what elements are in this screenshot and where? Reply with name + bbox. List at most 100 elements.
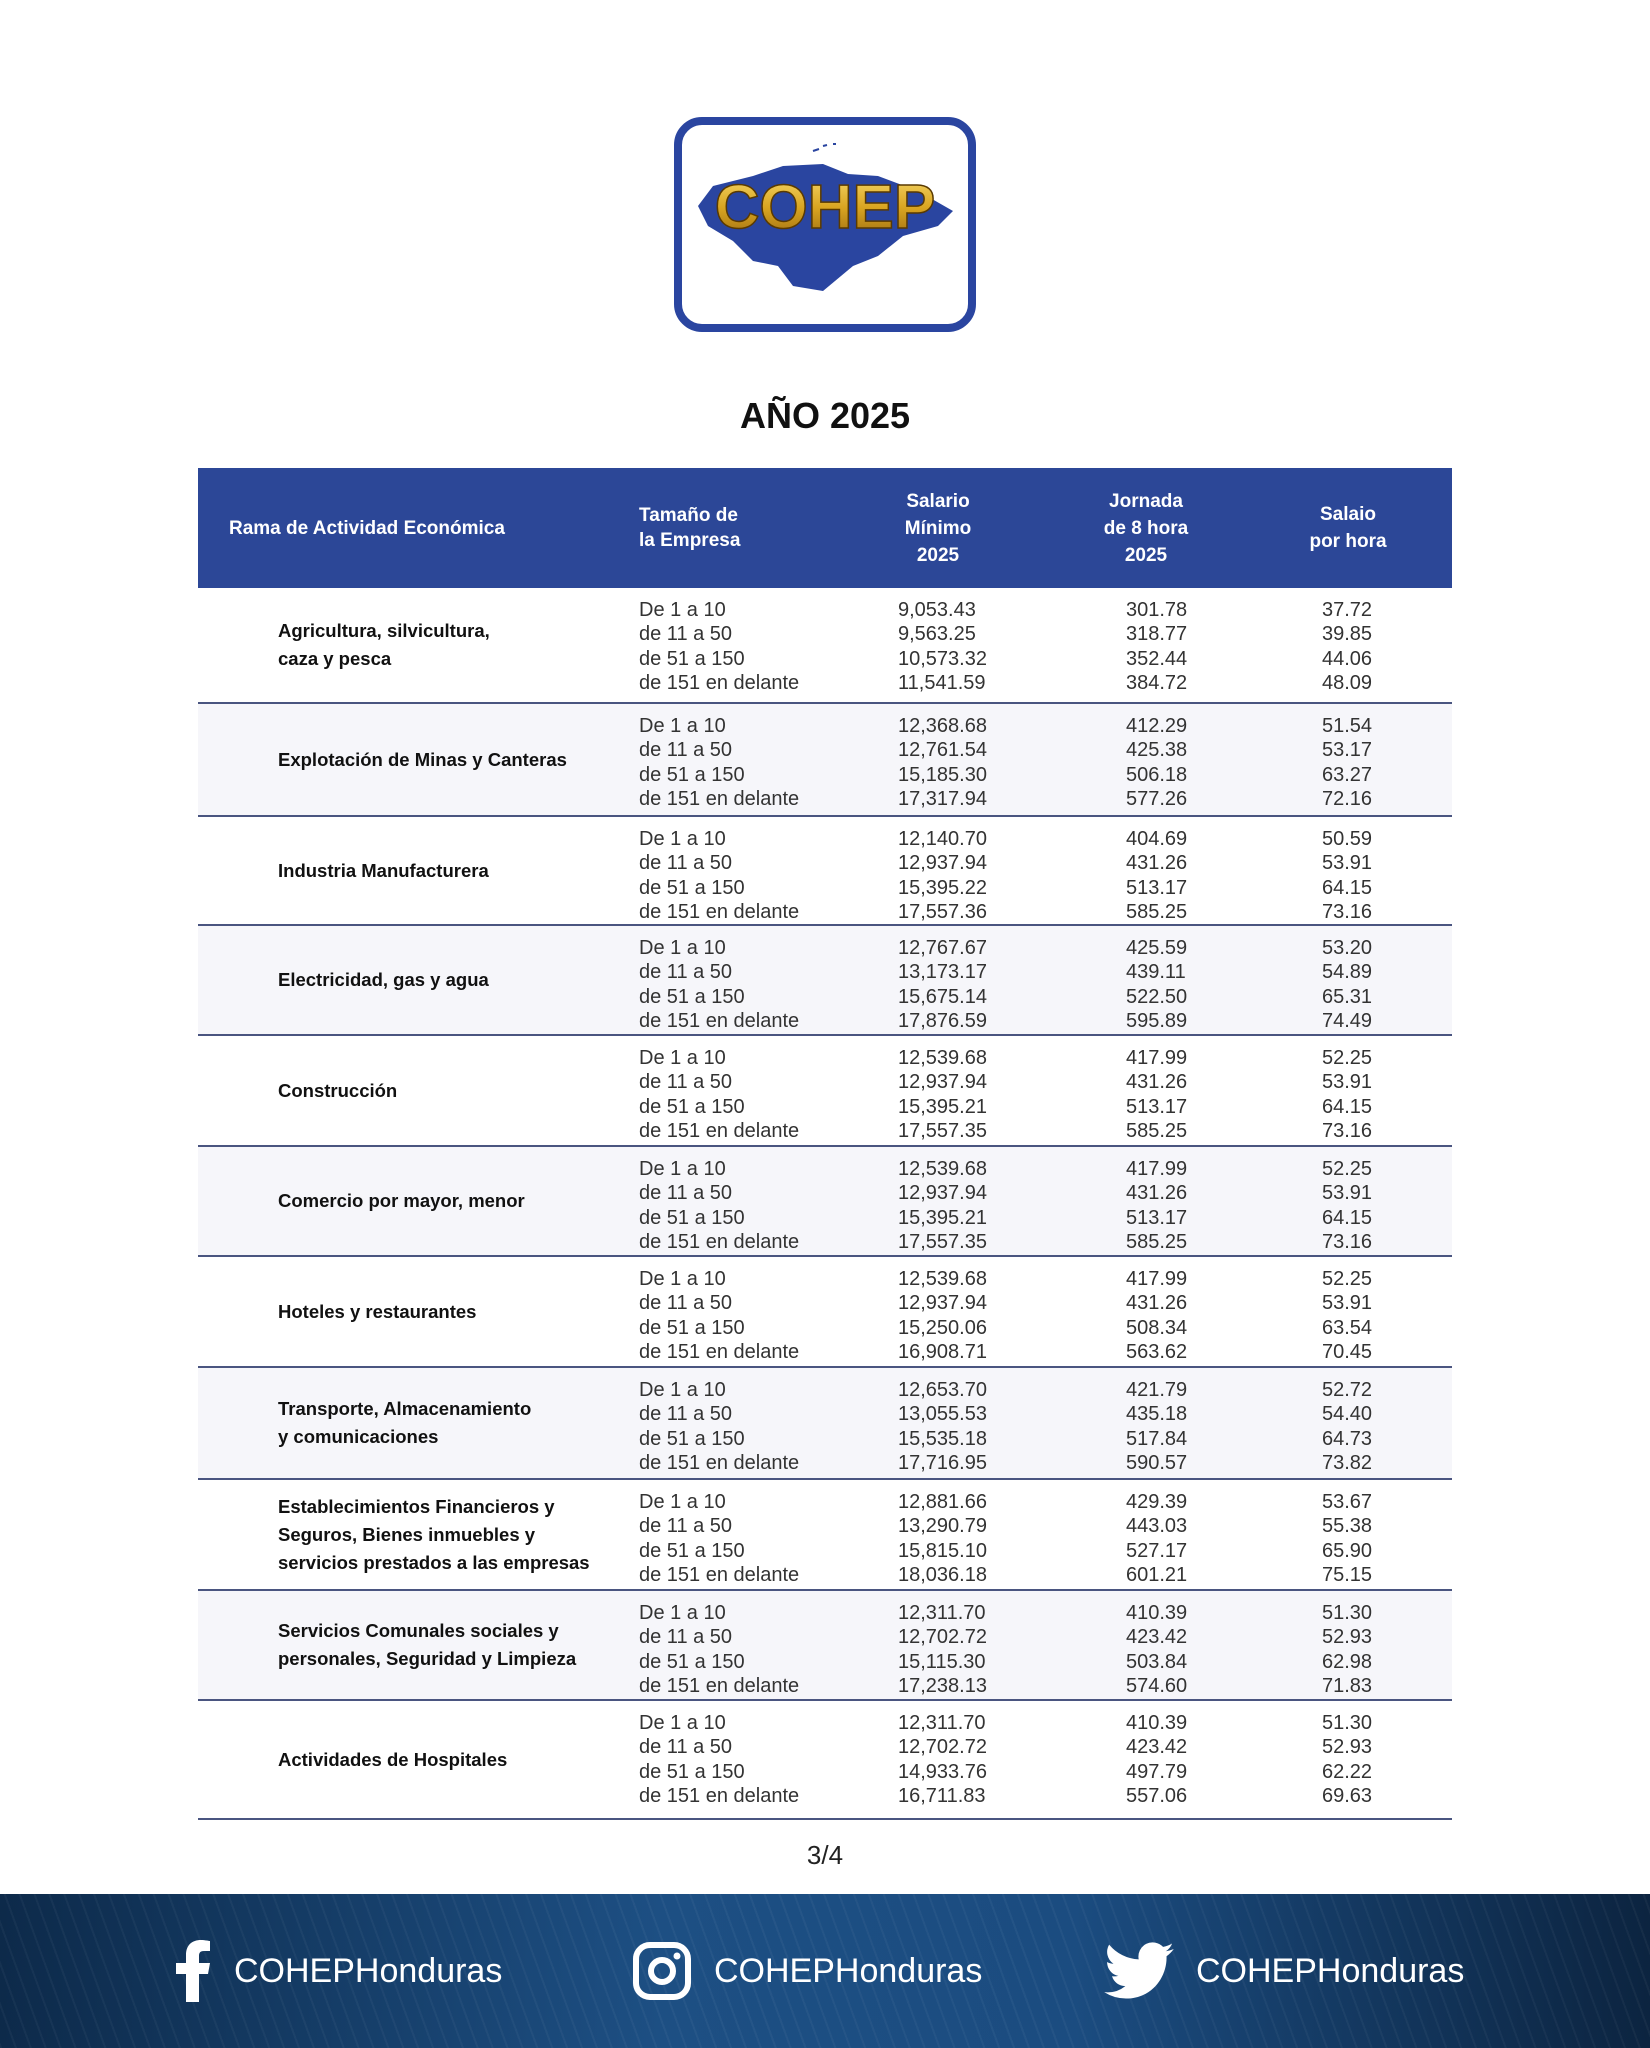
minimum-wage-table: Rama de Actividad Económica Tamaño de la… — [198, 468, 1452, 1820]
cohep-logo: COHEP — [673, 116, 977, 333]
daily-wage: 439.11 — [1126, 961, 1186, 984]
instagram-link[interactable]: COHEPHonduras — [632, 1894, 982, 2048]
table-row: de 11 a 50 9,563.25 318.77 39.85 — [198, 622, 1452, 646]
hourly-wage: 55.38 — [1322, 1515, 1373, 1538]
company-size: de 151 en delante — [639, 1230, 800, 1253]
daily-wage: 508.34 — [1126, 1316, 1188, 1339]
hourly-wage: 53.67 — [1322, 1491, 1373, 1513]
hourly-wage: 73.16 — [1322, 1119, 1373, 1142]
company-size: De 1 a 10 — [639, 1047, 726, 1069]
activity-name: Transporte, Almacenamiento y comunicacion… — [278, 1368, 618, 1478]
minimum-salary: 12,937.94 — [898, 852, 987, 875]
minimum-salary: 16,908.71 — [898, 1340, 987, 1363]
group-rows: De 1 a 10 12,311.70 410.39 51.30 de 11 a 50 1… — [198, 1711, 1452, 1808]
company-size: de 151 en delante — [639, 1009, 800, 1032]
table-row: de 51 a 150 14,933.76 497.79 62.22 — [198, 1760, 1452, 1784]
table-row: de 151 en delante 16,711.83 557.06 69.63 — [198, 1784, 1452, 1808]
minimum-salary: 12,140.70 — [898, 828, 987, 850]
table-row: de 51 a 150 15,115.30 503.84 62.98 — [198, 1650, 1452, 1674]
hourly-wage: 53.91 — [1322, 1292, 1373, 1315]
minimum-salary: 17,876.59 — [898, 1009, 987, 1032]
company-size: De 1 a 10 — [639, 599, 726, 621]
hourly-wage: 52.25 — [1322, 1158, 1373, 1180]
table-group: Establecimientos Financieros y Seguros, B… — [198, 1480, 1452, 1591]
header-line: 2025 — [916, 544, 960, 566]
company-size: de 11 a 50 — [639, 1292, 733, 1315]
table-row: de 151 en delante 18,036.18 601.21 75.15 — [198, 1563, 1452, 1587]
table-group: Actividades de Hospitales De 1 a 10 12,311… — [198, 1701, 1452, 1820]
table-group: Construcción De 1 a 10 12,539.68 417.99 52.2… — [198, 1036, 1452, 1147]
daily-wage: 601.21 — [1126, 1563, 1188, 1586]
company-size: de 11 a 50 — [639, 623, 733, 646]
activity-name: Explotación de Minas y Canteras — [278, 704, 618, 815]
hourly-wage: 54.40 — [1322, 1403, 1373, 1426]
header-line: Mínimo — [904, 517, 972, 539]
daily-wage: 585.25 — [1126, 900, 1188, 923]
minimum-salary: 17,238.13 — [898, 1674, 987, 1697]
hourly-wage: 65.31 — [1322, 985, 1373, 1008]
table-row: de 51 a 150 15,395.21 513.17 64.15 — [198, 1206, 1452, 1230]
company-size: De 1 a 10 — [639, 828, 726, 850]
table-group: Electricidad, gas y agua De 1 a 10 12,767.… — [198, 926, 1452, 1036]
twitter-link[interactable]: COHEPHonduras — [1104, 1894, 1464, 2048]
minimum-salary: 9,053.43 — [898, 599, 976, 621]
minimum-salary: 15,395.21 — [898, 1206, 987, 1229]
company-size: de 151 en delante — [639, 671, 800, 694]
table-group: Hoteles y restaurantes De 1 a 10 12,539.68… — [198, 1257, 1452, 1368]
activity-name-line: Construcción — [278, 1079, 398, 1101]
company-size: de 11 a 50 — [639, 1736, 733, 1759]
table-row: De 1 a 10 12,539.68 417.99 52.25 — [198, 1267, 1452, 1291]
daily-wage: 431.26 — [1126, 1182, 1188, 1205]
activity-name: Construcción — [278, 1036, 618, 1145]
hourly-wage: 51.54 — [1322, 715, 1373, 737]
company-size: de 11 a 50 — [639, 852, 733, 875]
group-rows: De 1 a 10 9,053.43 301.78 37.72 de 11 a 50 9,… — [198, 598, 1452, 695]
activity-name-line: personales, Seguridad y Limpieza — [278, 1648, 577, 1669]
company-size: de 51 a 150 — [639, 1316, 745, 1339]
minimum-salary: 18,036.18 — [898, 1563, 987, 1586]
company-size: De 1 a 10 — [639, 1491, 726, 1513]
minimum-salary: 12,539.68 — [898, 1268, 987, 1290]
twitter-icon — [1104, 1942, 1174, 1999]
minimum-salary: 13,055.53 — [898, 1403, 987, 1426]
hourly-wage: 71.83 — [1322, 1674, 1373, 1697]
hourly-wage: 65.90 — [1322, 1539, 1373, 1562]
table-row: de 51 a 150 15,395.21 513.17 64.15 — [198, 1095, 1452, 1119]
activity-name-line: Transporte, Almacenamiento — [278, 1398, 532, 1419]
table-row: de 51 a 150 15,395.22 513.17 64.15 — [198, 876, 1452, 900]
minimum-salary: 10,573.32 — [898, 647, 987, 670]
minimum-salary: 15,115.30 — [898, 1650, 986, 1673]
daily-wage: 577.26 — [1126, 787, 1188, 810]
table-row: de 11 a 50 12,702.72 423.42 52.93 — [198, 1735, 1452, 1759]
table-row: de 11 a 50 13,290.79 443.03 55.38 — [198, 1514, 1452, 1538]
facebook-handle: COHEPHonduras — [234, 1951, 503, 1990]
hourly-wage: 48.09 — [1322, 671, 1373, 694]
activity-name-line: Servicios Comunales sociales y — [278, 1620, 559, 1641]
daily-wage: 506.18 — [1126, 763, 1188, 786]
daily-wage: 435.18 — [1126, 1403, 1188, 1426]
table-row: de 11 a 50 12,702.72 423.42 52.93 — [198, 1625, 1452, 1649]
header-line: Salaio — [1320, 504, 1376, 525]
hourly-wage: 51.30 — [1322, 1712, 1373, 1734]
hourly-wage: 53.91 — [1322, 852, 1373, 875]
daily-wage: 431.26 — [1126, 1071, 1188, 1094]
minimum-salary: 17,716.95 — [898, 1451, 987, 1474]
svg-text:COHEP: COHEP — [715, 173, 935, 242]
activity-name-line: Comercio por mayor, menor — [278, 1190, 525, 1211]
activity-name-line: caza y pesca — [278, 648, 392, 669]
minimum-salary: 12,311.70 — [898, 1602, 986, 1624]
company-size: De 1 a 10 — [639, 1158, 726, 1180]
hourly-wage: 63.54 — [1322, 1316, 1373, 1339]
minimum-salary: 12,767.67 — [898, 937, 987, 959]
header-hora: Salaio por hora — [1288, 468, 1408, 588]
minimum-salary: 17,557.36 — [898, 900, 987, 923]
activity-name: Servicios Comunales sociales y personales… — [278, 1591, 618, 1699]
table-row: de 11 a 50 12,937.94 431.26 53.91 — [198, 1181, 1452, 1205]
facebook-link[interactable]: COHEPHonduras — [176, 1894, 502, 2048]
header-line: de 8 hora — [1103, 517, 1189, 539]
activity-name-line: Electricidad, gas y agua — [278, 969, 489, 990]
instagram-icon — [633, 1942, 691, 2000]
activity-name: Electricidad, gas y agua — [278, 926, 618, 1034]
hourly-wage: 70.45 — [1322, 1340, 1373, 1363]
company-size: de 11 a 50 — [639, 1403, 733, 1426]
